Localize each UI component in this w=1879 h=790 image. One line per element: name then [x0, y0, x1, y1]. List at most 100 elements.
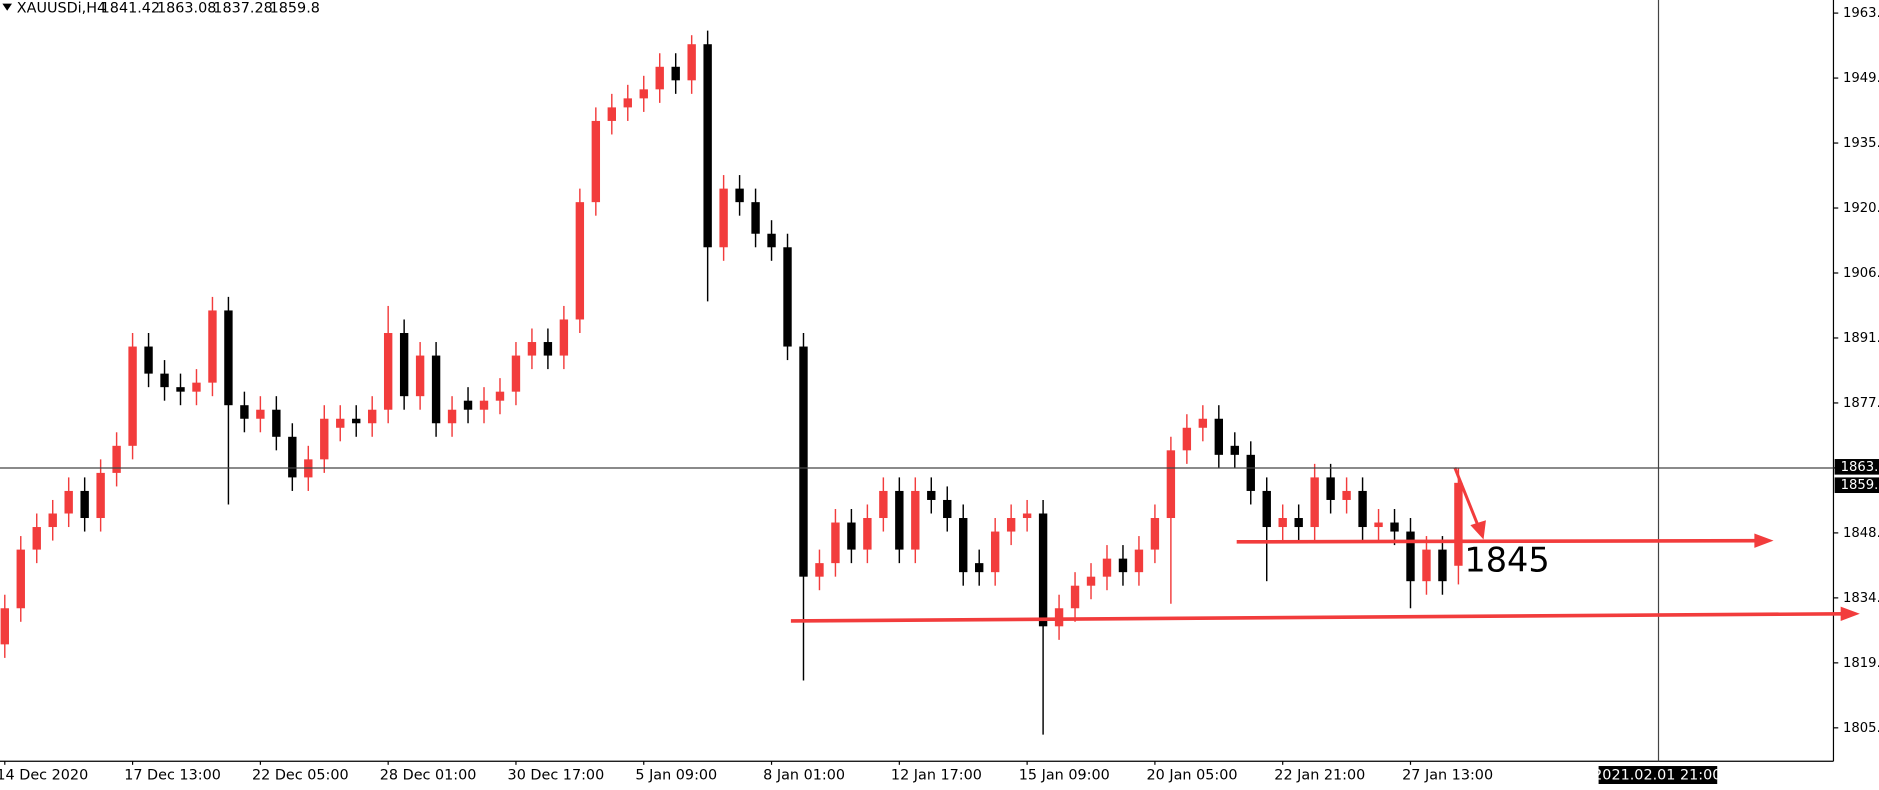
candle-body	[224, 310, 233, 406]
price-label-box	[1834, 459, 1879, 475]
candle-body	[320, 418, 329, 460]
y-tick-label: 1891.	[1843, 331, 1879, 346]
candle-body	[1070, 585, 1080, 609]
candle-body	[208, 310, 217, 383]
candle-body	[1214, 418, 1224, 455]
candle-body	[959, 518, 968, 573]
candle-body	[1118, 558, 1128, 573]
y-tick-label: 1819.	[1843, 656, 1879, 671]
candle-body	[1246, 454, 1255, 491]
candle-body	[495, 391, 505, 401]
candle-body	[288, 436, 297, 478]
candle-body	[96, 472, 105, 519]
candle-body	[735, 188, 744, 203]
candle-body	[176, 387, 185, 392]
candle-body	[0, 608, 9, 645]
candle-body	[879, 490, 888, 519]
candle-body	[1006, 518, 1016, 532]
candle-body	[1262, 490, 1271, 528]
candle-body	[336, 418, 345, 428]
candle-body	[543, 342, 553, 356]
candle-body	[463, 400, 473, 410]
candle-body	[1406, 531, 1415, 582]
arrow-head	[1754, 533, 1774, 548]
menu-triangle	[2, 3, 12, 11]
x-tick-label: 22 Jan 21:00	[1274, 768, 1365, 784]
candle-body	[80, 490, 89, 519]
candle-body	[767, 233, 776, 248]
candle-body	[48, 513, 57, 528]
y-tick-label: 1906.	[1843, 266, 1879, 281]
y-tick-label: 1848.	[1843, 526, 1879, 541]
candle-body	[559, 319, 569, 356]
candle-body	[383, 333, 393, 410]
candle-body	[623, 98, 632, 108]
price-label-box	[1834, 477, 1879, 494]
candle-body	[1358, 490, 1367, 528]
ohlc-high: 1863.08	[157, 0, 216, 16]
candle-body	[1102, 558, 1112, 577]
candle-body	[240, 405, 249, 419]
candle-body	[447, 409, 457, 424]
ohlc-open: 1841.42	[101, 0, 160, 16]
x-tick-label: 12 Jan 17:00	[891, 768, 982, 784]
candle-body	[1374, 522, 1383, 528]
candle-body	[272, 409, 281, 437]
candle-body	[256, 409, 265, 419]
candle-body	[112, 445, 121, 473]
arrow-head	[1840, 606, 1860, 621]
candle-body	[639, 89, 648, 99]
candle-body	[1438, 549, 1447, 582]
candle-body	[1278, 518, 1287, 528]
candle-body	[431, 355, 441, 424]
y-tick-label: 1805.	[1843, 721, 1879, 736]
price-label: 1863.	[1841, 460, 1879, 475]
x-tick-label: 14 Dec 2020	[0, 768, 88, 784]
candle-body	[671, 66, 680, 81]
arrow-head	[1470, 520, 1486, 540]
candle-body	[479, 400, 489, 410]
arrow-line	[1453, 466, 1481, 529]
x-tick-label: 15 Jan 09:00	[1019, 768, 1110, 784]
candle-body	[591, 120, 601, 203]
candle-body	[1422, 549, 1431, 582]
support-line	[790, 611, 1846, 623]
plot	[0, 30, 1463, 735]
candle-body	[1342, 490, 1351, 500]
candle-body	[527, 342, 537, 356]
crosshair-time: 2021.02.01 21:00	[1593, 768, 1721, 784]
ohlc-close: 1859.8	[270, 0, 320, 16]
candle-body	[895, 490, 904, 550]
candle-body	[815, 563, 824, 577]
candle-body	[687, 44, 696, 81]
candle-body	[1454, 482, 1463, 566]
x-tick-label: 22 Dec 05:00	[252, 768, 349, 784]
candle-body	[1150, 518, 1160, 550]
candle-body	[144, 346, 153, 374]
y-tick-label: 1949.	[1843, 71, 1879, 86]
candle-body	[1230, 445, 1239, 455]
candle-body	[607, 107, 616, 121]
candle-body	[703, 44, 712, 248]
candle-body	[1038, 513, 1048, 627]
candle-body	[128, 346, 137, 446]
y-tick-label: 1935.	[1843, 136, 1879, 151]
candle-body	[1326, 477, 1335, 500]
candle-body	[863, 518, 872, 550]
support-line	[1236, 538, 1760, 544]
candle-body	[1182, 427, 1192, 451]
candle-body	[1086, 576, 1096, 586]
candle-body	[511, 355, 521, 392]
candle-body	[16, 549, 25, 609]
candle-body	[990, 531, 1000, 573]
y-tick-label: 1877.	[1843, 396, 1879, 411]
x-tick-label: 27 Jan 13:00	[1402, 768, 1493, 784]
candle-body	[1134, 549, 1144, 573]
y-tick-label: 1834.	[1843, 591, 1879, 606]
candle-body	[799, 346, 808, 577]
ohlc-low: 1837.28	[213, 0, 272, 16]
x-tick-label: 17 Dec 13:00	[124, 768, 221, 784]
